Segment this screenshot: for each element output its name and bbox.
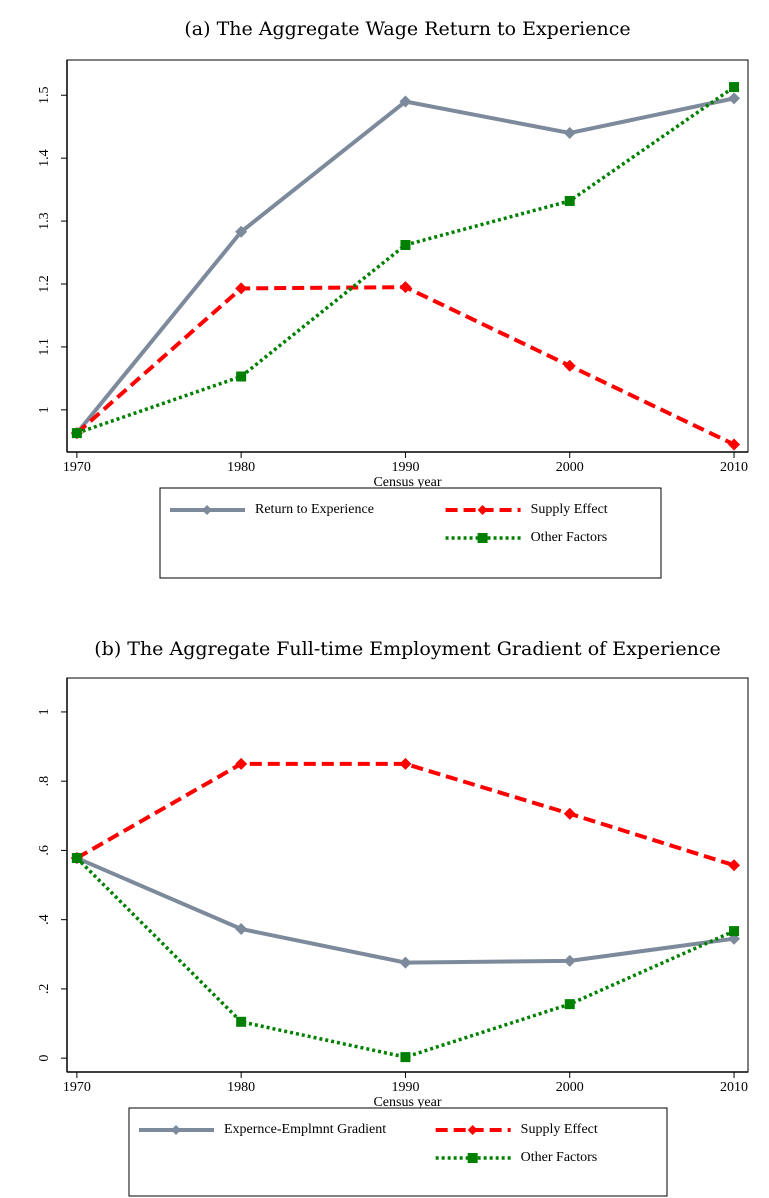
y-tick-label: .2 — [37, 984, 52, 995]
legend-marker — [467, 1153, 478, 1163]
legend-box — [159, 487, 662, 579]
marker — [235, 282, 248, 295]
x-tick-label: 2010 — [720, 1080, 748, 1095]
series-line — [75, 761, 735, 868]
marker — [400, 1052, 411, 1063]
x-tick-label: 1990 — [391, 460, 419, 475]
legend-label: Supply Effect — [531, 502, 608, 517]
series-line — [75, 96, 735, 435]
marker — [399, 956, 412, 969]
marker — [236, 371, 247, 382]
marker — [399, 95, 412, 108]
series-line — [76, 85, 736, 435]
y-tick-label: 1.4 — [37, 149, 52, 167]
x-tick-label: 1980 — [227, 460, 255, 475]
x-axis-label: Census year — [373, 475, 441, 490]
y-tick-label: 1.3 — [37, 212, 52, 230]
legend-marker — [477, 533, 488, 543]
y-tick-label: 1 — [37, 406, 52, 413]
marker — [400, 239, 411, 250]
marker — [563, 359, 576, 372]
x-tick-label: 1970 — [63, 460, 91, 475]
marker — [235, 757, 248, 770]
x-tick-label: 2000 — [556, 1080, 584, 1095]
x-tick-label: 2010 — [720, 460, 748, 475]
marker — [728, 438, 741, 451]
legend-box — [128, 1107, 668, 1197]
marker — [564, 195, 575, 206]
marker — [563, 807, 576, 820]
x-tick-label: 1970 — [63, 1080, 91, 1095]
marker — [235, 225, 248, 238]
legend-marker — [171, 1125, 181, 1135]
chart-title: (b) The Aggregate Full-time Employment G… — [94, 638, 721, 660]
legend-marker — [202, 505, 212, 515]
y-tick-label: 1.2 — [37, 275, 52, 293]
y-tick-label: .8 — [37, 776, 52, 787]
marker — [728, 92, 741, 105]
marker — [729, 82, 740, 93]
legend-label: Supply Effect — [521, 1122, 598, 1137]
marker — [399, 757, 412, 770]
y-tick-label: 0 — [37, 1055, 52, 1062]
chart-title: (a) The Aggregate Wage Return to Experie… — [184, 18, 630, 40]
x-tick-label: 1990 — [391, 1080, 419, 1095]
legend-marker — [467, 1125, 478, 1135]
x-tick-label: 1980 — [227, 1080, 255, 1095]
x-axis-label: Census year — [373, 1095, 441, 1110]
marker — [563, 954, 576, 967]
marker — [236, 1016, 247, 1027]
marker — [71, 853, 82, 864]
marker — [728, 859, 741, 872]
series-line — [75, 856, 735, 1059]
y-tick-label: .4 — [37, 914, 52, 925]
marker — [235, 923, 248, 936]
y-tick-label: 1.5 — [37, 86, 52, 104]
y-tick-label: 1.1 — [37, 338, 52, 356]
marker — [564, 999, 575, 1010]
legend-marker — [477, 505, 488, 515]
y-tick-label: .6 — [37, 845, 52, 856]
legend-label: Expernce-Emplmnt Gradient — [224, 1122, 386, 1137]
marker — [71, 428, 82, 439]
marker — [563, 126, 576, 139]
y-tick-label: 1 — [37, 708, 52, 715]
legend-label: Other Factors — [521, 1150, 598, 1165]
marker — [729, 926, 740, 937]
legend-label: Other Factors — [531, 530, 608, 545]
legend-label: Return to Experience — [255, 502, 374, 517]
series-line — [76, 856, 735, 965]
x-tick-label: 2000 — [556, 460, 584, 475]
marker — [399, 281, 412, 294]
plot-frame — [66, 677, 749, 1073]
